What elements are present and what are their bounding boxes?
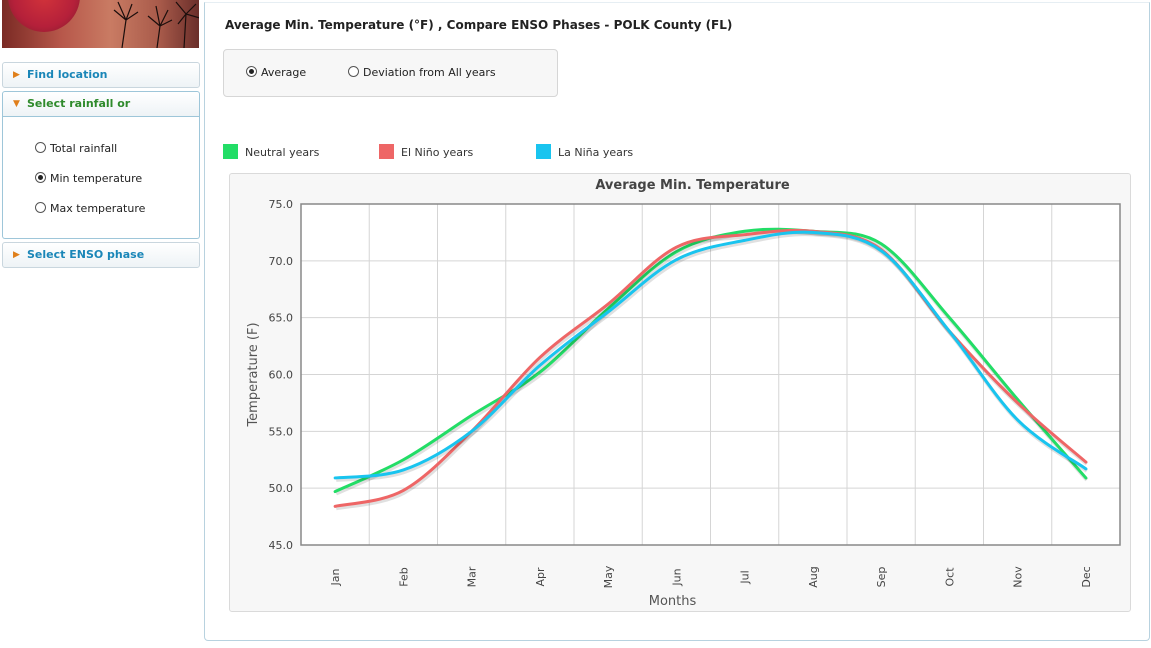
chevron-right-icon: ▶: [13, 70, 20, 80]
data-point-la-ni-a-years: [948, 330, 951, 333]
y-tick-label: 60.0: [269, 369, 294, 382]
x-tick-label: Nov: [1012, 566, 1025, 588]
data-point-el-ni-o-years: [333, 505, 337, 508]
accordion-select-enso-phase[interactable]: ▶ Select ENSO phase: [2, 242, 200, 268]
temperature-line-chart: 45.0 50.0 55.0 60.0 65.0 70.0 75.0 Jan Feb Mar Apr…: [246, 178, 1121, 609]
y-tick-label: 45.0: [269, 539, 294, 552]
x-tick-label: Apr: [534, 567, 547, 587]
legend-neutral-label: Neutral years: [245, 146, 320, 159]
legend-neutral[interactable]: Neutral years: [223, 144, 319, 160]
y-tick-label: 55.0: [269, 425, 294, 438]
option-max-temperature-label: Max temperature: [50, 202, 146, 215]
data-point-el-ni-o-years: [606, 302, 610, 306]
data-point-el-ni-o-years: [675, 245, 678, 249]
accordion-find-location[interactable]: ▶ Find location: [2, 62, 200, 88]
data-point-neutral-years: [743, 230, 746, 233]
x-tick-label: Oct: [943, 567, 956, 587]
data-point-el-ni-o-years: [1084, 460, 1088, 464]
data-point-neutral-years: [675, 250, 678, 253]
sun-graphic: [8, 0, 80, 32]
data-point-neutral-years: [948, 316, 951, 319]
chevron-right-icon: ▶: [13, 250, 20, 260]
radio-average[interactable]: [246, 66, 257, 77]
accordion-find-location-label: Find location: [27, 68, 108, 81]
mode-average[interactable]: Average: [246, 66, 306, 80]
data-point-el-ni-o-years: [743, 233, 746, 236]
option-min-temperature[interactable]: Min temperature: [35, 172, 142, 186]
data-point-la-ni-a-years: [333, 476, 337, 480]
data-point-neutral-years: [1016, 398, 1019, 401]
x-tick-label: Jan: [329, 568, 342, 586]
accordion-select-rainfall-temperature[interactable]: ▼ Select rainfall or temperature: [2, 91, 200, 134]
data-point-la-ni-a-years: [606, 310, 610, 314]
option-total-rainfall-label: Total rainfall: [50, 142, 118, 155]
mode-deviation-label: Deviation from All years: [363, 66, 496, 79]
y-tick-label: 50.0: [269, 482, 294, 495]
option-min-temperature-label: Min temperature: [50, 172, 143, 185]
data-point-la-ni-a-years: [675, 258, 678, 261]
y-tick-label: 75.0: [269, 198, 294, 211]
radio-total-rainfall[interactable]: [35, 142, 46, 153]
x-tick-label: Aug: [807, 566, 820, 587]
legend-neutral-swatch: [223, 144, 238, 159]
header-banner-image: [2, 0, 199, 48]
data-point-la-ni-a-years: [1016, 418, 1019, 422]
data-point-la-ni-a-years: [811, 231, 815, 234]
chevron-down-icon: ▼: [13, 99, 20, 109]
data-point-la-ni-a-years: [743, 239, 746, 242]
data-point-neutral-years: [879, 242, 883, 245]
legend-el-nino-swatch: [379, 144, 394, 159]
legend-el-nino[interactable]: El Niño years: [379, 144, 473, 160]
data-point-neutral-years: [1084, 476, 1088, 480]
mode-average-label: Average: [261, 66, 307, 79]
data-point-neutral-years: [333, 490, 337, 493]
data-point-neutral-years: [538, 371, 542, 374]
x-tick-label: Jul: [739, 570, 752, 584]
option-max-temperature[interactable]: Max temperature: [35, 202, 145, 216]
x-tick-label: Mar: [466, 566, 479, 587]
x-tick-label: Sep: [875, 567, 888, 588]
data-point-la-ni-a-years: [402, 468, 405, 472]
radio-max-temperature[interactable]: [35, 202, 46, 213]
data-point-la-ni-a-years: [538, 364, 542, 367]
plot-border: [300, 203, 1121, 546]
radio-deviation[interactable]: [348, 66, 359, 77]
y-axis-label: Temperature (F): [246, 322, 261, 427]
x-tick-label: Feb: [397, 567, 410, 586]
variable-options-panel: Total rainfall Min temperature Max tempe…: [2, 117, 200, 239]
data-point-neutral-years: [470, 414, 473, 417]
data-point-la-ni-a-years: [1084, 467, 1088, 471]
accordion-select-enso-phase-label: Select ENSO phase: [27, 248, 145, 261]
data-point-el-ni-o-years: [402, 489, 405, 492]
x-tick-label: May: [602, 565, 615, 588]
chart-title: Average Min. Temperature: [595, 178, 790, 193]
data-point-neutral-years: [606, 307, 610, 310]
data-point-neutral-years: [402, 458, 405, 461]
option-total-rainfall[interactable]: Total rainfall: [35, 142, 117, 156]
palm-silhouette-graphic: [113, 1, 199, 48]
display-mode-box: Average Deviation from All years: [223, 49, 558, 97]
data-point-la-ni-a-years: [879, 249, 883, 252]
y-tick-label: 70.0: [269, 255, 294, 268]
data-point-el-ni-o-years: [1016, 401, 1019, 405]
legend-la-nina[interactable]: La Niña years: [536, 144, 633, 160]
x-axis-label: Months: [649, 594, 697, 609]
radio-min-temperature[interactable]: [35, 172, 46, 183]
x-tick-label: Dec: [1080, 566, 1093, 587]
y-tick-label: 65.0: [269, 312, 294, 325]
data-point-el-ni-o-years: [538, 356, 542, 359]
page-title: Average Min. Temperature (°F) , Compare …: [225, 18, 733, 32]
data-point-la-ni-a-years: [470, 430, 473, 433]
x-tick-label: Jun: [670, 568, 683, 586]
legend-el-nino-label: El Niño years: [401, 146, 474, 159]
legend-la-nina-label: La Niña years: [558, 146, 634, 159]
mode-deviation[interactable]: Deviation from All years: [348, 66, 496, 80]
legend-la-nina-swatch: [536, 144, 551, 159]
